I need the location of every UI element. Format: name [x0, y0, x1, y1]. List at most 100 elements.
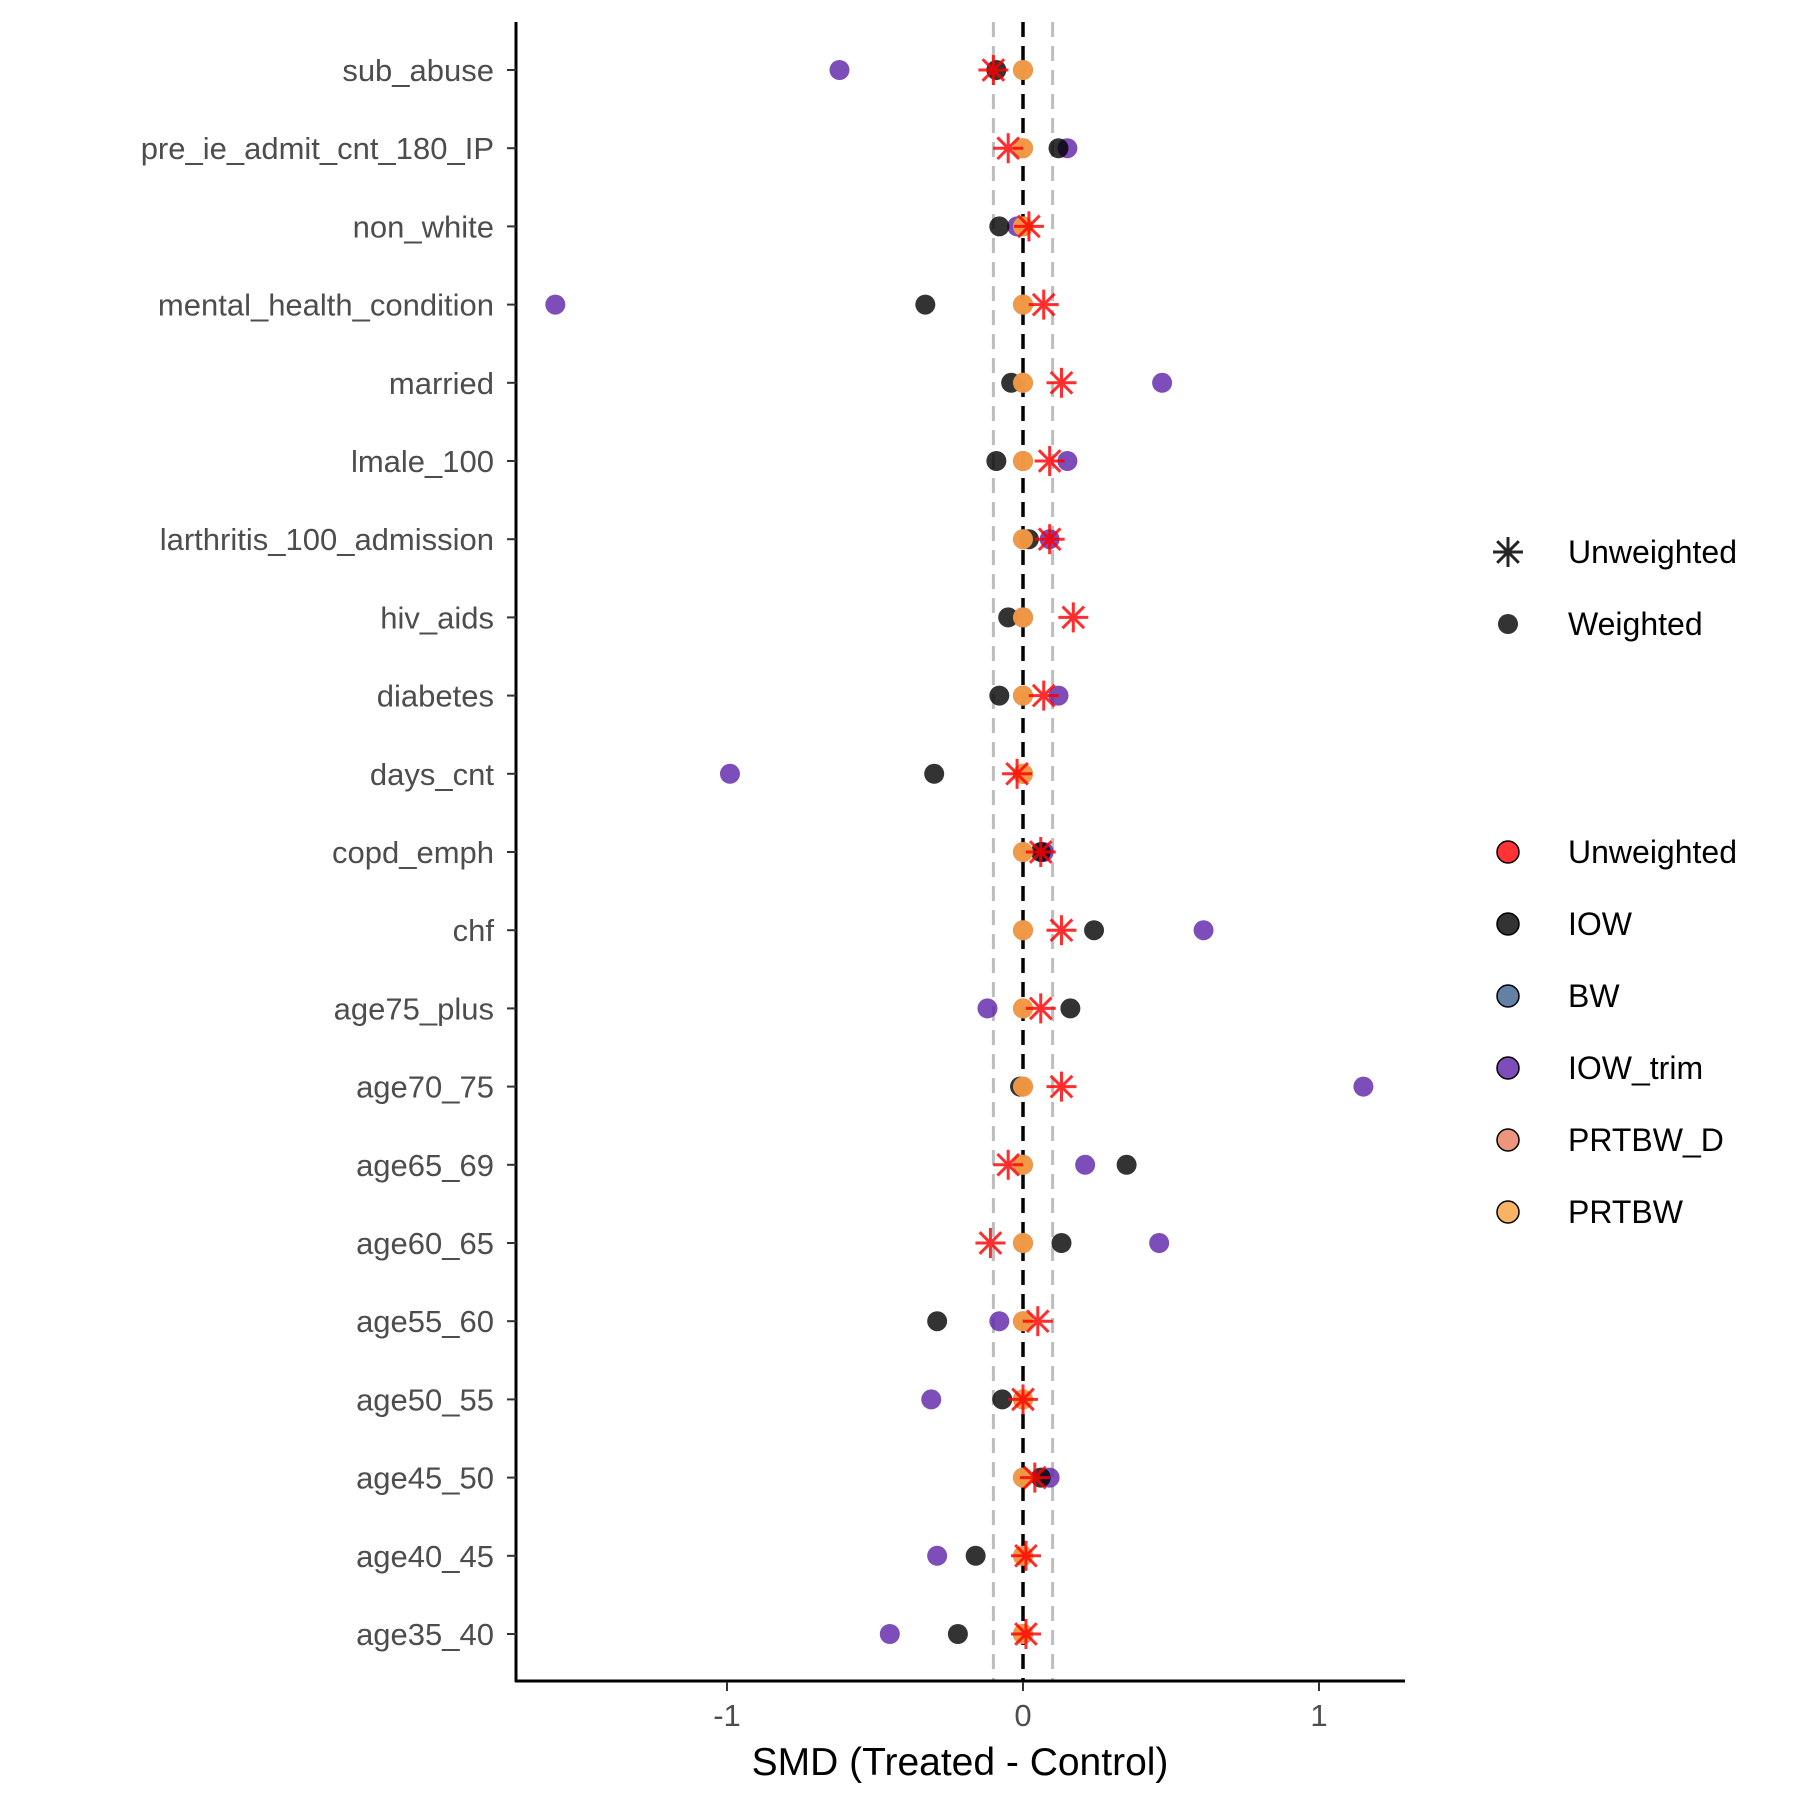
point-unweighted: [1010, 1619, 1041, 1649]
point-iow: [965, 1545, 986, 1566]
point-unweighted: [1008, 1384, 1038, 1415]
point-unweighted: [1028, 289, 1059, 320]
point-unweighted: [1019, 1462, 1050, 1493]
y-tick-label: pre_ie_admit_cnt_180_IP: [141, 131, 494, 166]
y-tick-label: age75_plus: [334, 991, 494, 1026]
legend-color-label: BW: [1568, 978, 1620, 1014]
point-prtbw: [1013, 372, 1033, 393]
point-prtbw: [1013, 842, 1033, 862]
y-tick-label: days_cnt: [370, 757, 494, 792]
y-tick-label: age70_75: [356, 1070, 494, 1105]
point-unweighted: [1010, 1540, 1041, 1571]
y-tick-label: age50_55: [356, 1382, 494, 1417]
legend-color-label: Unweighted: [1568, 834, 1737, 870]
point-iow: [1116, 1154, 1137, 1175]
point-iow: [998, 607, 1019, 628]
x-tick-label: -1: [713, 1698, 741, 1733]
legend-color-swatch: [1496, 1128, 1520, 1152]
y-tick-label: age40_45: [356, 1539, 494, 1574]
legend-shape-label: Weighted: [1568, 606, 1703, 642]
point-iow: [1051, 1233, 1072, 1253]
legend-color-label: IOW_trim: [1568, 1050, 1703, 1086]
point-prtbw: [1013, 60, 1033, 80]
point-unweighted: [993, 1149, 1024, 1180]
point-iow-trim: [829, 60, 850, 80]
legend-color-swatch: [1496, 984, 1520, 1008]
x-tick-label: 1: [1310, 1698, 1327, 1733]
point-unweighted: [975, 1228, 1006, 1258]
legend-color-swatch: [1496, 840, 1520, 864]
legend-unweighted-star-icon: [1493, 537, 1523, 567]
point-unweighted: [1034, 446, 1065, 476]
y-tick-label: non_white: [353, 209, 494, 244]
y-tick-label: chf: [453, 913, 495, 948]
point-prtbw: [1013, 451, 1033, 471]
point-iow: [927, 1311, 948, 1332]
legend-shape: Unweighted Weighted: [1493, 534, 1737, 642]
point-prtbw: [1013, 920, 1033, 941]
legend-color-swatch: [1496, 1200, 1520, 1224]
y-tick-label: sub_abuse: [342, 53, 494, 88]
x-tick-labels: -1 0 1: [713, 1682, 1328, 1733]
legend-color-swatch: [1496, 912, 1520, 936]
y-tick-labels: sub_abuse pre_ie_admit_cnt_180_IP non_whit…: [141, 53, 516, 1652]
point-iow-trim: [1149, 1233, 1170, 1253]
point-iow-trim: [921, 1389, 942, 1410]
point-iow: [989, 685, 1010, 706]
point-unweighted: [1025, 993, 1056, 1024]
legend-color-label: IOW: [1568, 906, 1633, 942]
point-iow: [1084, 920, 1105, 941]
point-prtbw: [1013, 685, 1033, 706]
y-tick-label: lmale_100: [351, 444, 494, 479]
y-tick-label: diabetes: [377, 679, 494, 714]
y-tick-label: hiv_aids: [380, 600, 494, 635]
point-iow-trim: [1353, 1076, 1374, 1097]
y-tick-label: age35_40: [356, 1617, 494, 1652]
x-axis-title: SMD (Treated - Control): [752, 1741, 1169, 1784]
point-unweighted: [1002, 758, 1033, 789]
point-iow: [1060, 998, 1081, 1019]
point-unweighted: [1034, 524, 1065, 555]
point-unweighted: [1025, 837, 1056, 867]
point-iow-trim: [879, 1624, 900, 1644]
point-iow-trim: [1193, 920, 1214, 941]
point-iow: [986, 451, 1007, 471]
y-tick-label: age45_50: [356, 1461, 494, 1496]
y-tick-label: mental_health_condition: [158, 288, 494, 323]
point-unweighted: [1046, 367, 1077, 398]
data-points: [545, 55, 1374, 1649]
point-unweighted: [1022, 1306, 1053, 1337]
point-iow-trim: [1152, 372, 1173, 393]
point-unweighted: [993, 133, 1024, 164]
point-iow-trim: [719, 763, 740, 784]
point-prtbw: [1013, 1233, 1033, 1253]
point-iow-trim: [927, 1545, 948, 1566]
point-prtbw: [1013, 607, 1033, 628]
point-iow: [915, 294, 936, 315]
point-unweighted: [1058, 602, 1089, 633]
y-tick-label: age55_60: [356, 1304, 494, 1339]
point-iow: [989, 216, 1010, 237]
point-iow: [947, 1624, 968, 1644]
point-unweighted: [1013, 211, 1044, 242]
legend-color: Unweighted IOW BW IOW_trim PRTBW_D PRTBW: [1496, 834, 1737, 1230]
y-tick-label: larthritis_100_admission: [160, 522, 494, 557]
point-prtbw: [1013, 998, 1033, 1019]
point-iow-trim: [545, 294, 566, 315]
point-iow: [992, 1389, 1013, 1410]
point-iow: [924, 763, 945, 784]
x-tick-label: 0: [1014, 1698, 1031, 1733]
axes: [514, 22, 1405, 1683]
legend-color-label: PRTBW: [1568, 1194, 1684, 1230]
point-unweighted: [1028, 680, 1059, 711]
point-iow-trim: [989, 1311, 1010, 1332]
y-tick-label: married: [389, 366, 494, 401]
point-iow-trim: [1075, 1154, 1096, 1175]
y-tick-label: copd_emph: [332, 835, 494, 870]
point-iow: [1048, 138, 1069, 159]
y-tick-label: age60_65: [356, 1226, 494, 1261]
point-prtbw: [1013, 1076, 1033, 1097]
point-prtbw: [1013, 529, 1033, 550]
point-prtbw: [1013, 294, 1033, 315]
